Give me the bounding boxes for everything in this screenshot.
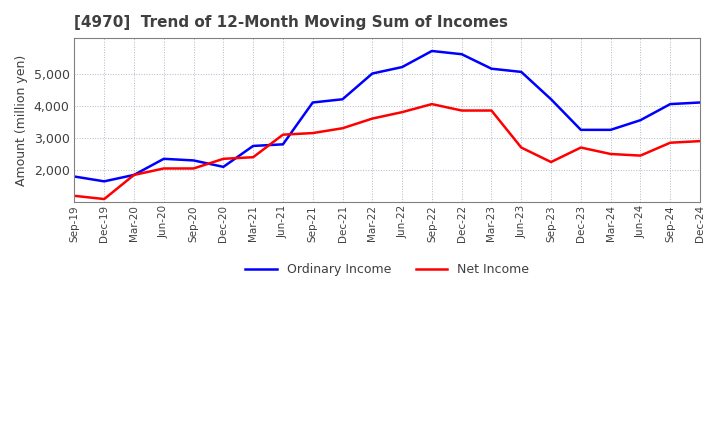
Ordinary Income xyxy=(577,127,585,132)
Net Income xyxy=(428,102,436,107)
Ordinary Income xyxy=(70,174,78,179)
Ordinary Income xyxy=(636,117,644,123)
Ordinary Income xyxy=(189,158,198,163)
Ordinary Income xyxy=(100,179,109,184)
Ordinary Income xyxy=(308,100,317,105)
Net Income xyxy=(70,193,78,198)
Ordinary Income xyxy=(517,69,526,74)
Net Income xyxy=(577,145,585,150)
Net Income xyxy=(487,108,496,113)
Ordinary Income xyxy=(279,142,287,147)
Ordinary Income xyxy=(428,48,436,54)
Net Income xyxy=(397,110,406,115)
Net Income xyxy=(696,139,704,144)
Ordinary Income xyxy=(249,143,258,149)
Ordinary Income xyxy=(457,51,466,57)
Text: [4970]  Trend of 12-Month Moving Sum of Incomes: [4970] Trend of 12-Month Moving Sum of I… xyxy=(74,15,508,30)
Net Income xyxy=(100,196,109,202)
Net Income xyxy=(279,132,287,137)
Net Income xyxy=(249,154,258,160)
Ordinary Income xyxy=(546,97,555,102)
Ordinary Income xyxy=(397,64,406,70)
Net Income xyxy=(219,156,228,161)
Net Income xyxy=(546,159,555,165)
Net Income xyxy=(457,108,466,113)
Net Income xyxy=(338,125,347,131)
Net Income xyxy=(606,151,615,157)
Line: Ordinary Income: Ordinary Income xyxy=(74,51,700,181)
Net Income xyxy=(130,172,138,178)
Legend: Ordinary Income, Net Income: Ordinary Income, Net Income xyxy=(240,258,534,282)
Net Income xyxy=(517,145,526,150)
Net Income xyxy=(666,140,675,145)
Ordinary Income xyxy=(130,172,138,178)
Ordinary Income xyxy=(696,100,704,105)
Ordinary Income xyxy=(487,66,496,71)
Ordinary Income xyxy=(606,127,615,132)
Ordinary Income xyxy=(338,97,347,102)
Ordinary Income xyxy=(368,71,377,76)
Net Income xyxy=(159,166,168,171)
Ordinary Income xyxy=(666,102,675,107)
Line: Net Income: Net Income xyxy=(74,104,700,199)
Net Income xyxy=(636,153,644,158)
Ordinary Income xyxy=(159,156,168,161)
Ordinary Income xyxy=(219,164,228,169)
Net Income xyxy=(368,116,377,121)
Net Income xyxy=(189,166,198,171)
Y-axis label: Amount (million yen): Amount (million yen) xyxy=(15,55,28,186)
Net Income xyxy=(308,130,317,136)
